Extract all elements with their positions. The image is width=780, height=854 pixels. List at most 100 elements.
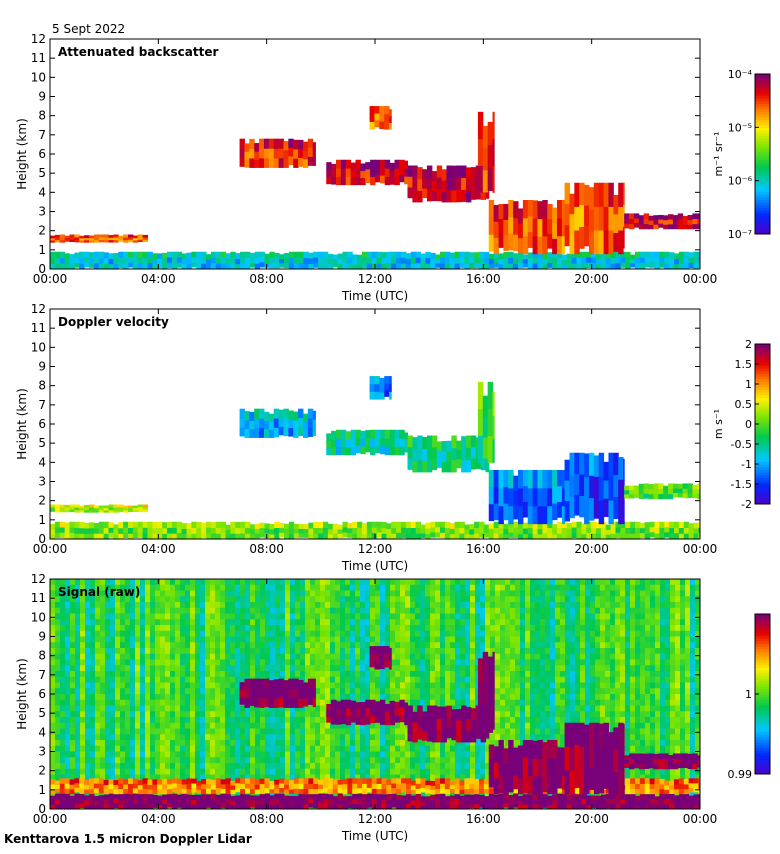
feature-mid-cloud: [326, 700, 408, 725]
y-tick-label: 10: [31, 340, 46, 354]
y-tick-label: 12: [31, 302, 46, 316]
y-axis-label: Height (km): [15, 658, 29, 729]
colorbar-tick-label: 1: [745, 688, 752, 701]
feature-high-cloud: [370, 646, 392, 670]
x-tick-label: 00:00: [33, 542, 68, 556]
y-tick-label: 2: [38, 224, 46, 238]
y-tick-label: 11: [31, 591, 46, 605]
panel-title: Attenuated backscatter: [58, 45, 218, 59]
panel-title: Doppler velocity: [58, 315, 169, 329]
y-axis-label: Height (km): [15, 118, 29, 189]
feature-cloud: [565, 453, 625, 524]
y-tick-label: 2: [38, 494, 46, 508]
date-label: 5 Sept 2022: [52, 22, 125, 36]
y-tick-label: 1: [38, 513, 46, 527]
feature-cloud-tower: [478, 112, 495, 193]
feature-low-cloud: [624, 753, 700, 769]
y-tick-label: 1: [38, 243, 46, 257]
x-tick-label: 12:00: [358, 812, 393, 826]
colorbar-tick-label: -1: [741, 458, 752, 471]
feature-descending-cloud: [489, 470, 565, 524]
feature-high-cloud: [370, 376, 392, 400]
x-tick-label: 08:00: [249, 542, 284, 556]
colorbar-tick-label: 10⁻⁵: [728, 121, 752, 134]
y-tick-label: 4: [38, 725, 46, 739]
feature-cloud-tower: [478, 652, 495, 733]
x-tick-label: 16:00: [466, 812, 501, 826]
y-tick-label: 12: [31, 32, 46, 46]
y-tick-label: 10: [31, 610, 46, 624]
x-tick-label: 20:00: [574, 542, 609, 556]
y-tick-label: 3: [38, 745, 46, 759]
y-tick-label: 4: [38, 455, 46, 469]
panel-title: Signal (raw): [58, 585, 140, 599]
x-tick-label: 04:00: [141, 812, 176, 826]
feature-mid-cloud: [408, 166, 490, 203]
y-tick-label: 6: [38, 417, 46, 431]
feature-mid-cloud: [240, 139, 316, 168]
y-tick-label: 7: [38, 668, 46, 682]
x-tick-label: 12:00: [358, 272, 393, 286]
x-axis-label: Time (UTC): [341, 289, 408, 303]
x-tick-label: 16:00: [466, 542, 501, 556]
colorbar-tick-label: -0.5: [731, 438, 752, 451]
x-tick-label: 04:00: [141, 542, 176, 556]
colorbar-1: 10⁻⁷10⁻⁶10⁻⁵10⁻⁴m⁻¹ sr⁻¹: [712, 68, 770, 241]
x-tick-label: 20:00: [574, 812, 609, 826]
feature-mid-cloud: [240, 679, 316, 708]
feature-mid-cloud: [326, 160, 408, 185]
feature-low-cloud: [624, 483, 700, 499]
y-tick-label: 9: [38, 360, 46, 374]
feature-mid-cloud: [326, 430, 408, 455]
y-tick-label: 1: [38, 783, 46, 797]
colorbar-tick-label: 2: [745, 338, 752, 351]
feature-descending-cloud: [489, 740, 565, 794]
y-tick-label: 6: [38, 687, 46, 701]
y-tick-label: 8: [38, 379, 46, 393]
y-tick-label: 2: [38, 764, 46, 778]
y-tick-label: 9: [38, 90, 46, 104]
panel-1-data: [50, 106, 701, 269]
y-tick-label: 3: [38, 475, 46, 489]
feature-cloud-tower: [478, 382, 495, 463]
feature-cloud: [565, 723, 625, 794]
colorbar-tick-label: 1: [745, 378, 752, 391]
colorbar-tick-label: -2: [741, 498, 752, 511]
instrument-label: Kenttarova 1.5 micron Doppler Lidar: [4, 832, 252, 846]
y-tick-label: 5: [38, 436, 46, 450]
colorbar-3: 0.99 1: [728, 614, 771, 781]
y-tick-label: 7: [38, 128, 46, 142]
colorbar-tick-label: 0: [745, 418, 752, 431]
colorbar-unit-label: m s⁻¹: [712, 409, 725, 439]
x-tick-label: 16:00: [466, 272, 501, 286]
x-tick-label: 08:00: [249, 272, 284, 286]
colorbar-2: -2-1.5-1-0.500.511.52m s⁻¹: [712, 338, 770, 511]
panel-3-data: [50, 579, 701, 810]
y-tick-label: 5: [38, 166, 46, 180]
x-tick-label: 00:00: [683, 542, 718, 556]
x-axis-label: Time (UTC): [341, 829, 408, 843]
colorbar-unit-label: m⁻¹ sr⁻¹: [712, 132, 725, 177]
colorbar-tick-label: 1.5: [735, 358, 753, 371]
feature-descending-cloud: [489, 200, 565, 254]
colorbar-tick-label: 10⁻⁶: [728, 175, 753, 188]
feature-mid-cloud: [240, 409, 316, 438]
colorbar-tick-label: 0.99: [728, 768, 753, 781]
y-tick-label: 3: [38, 205, 46, 219]
x-axis-label: Time (UTC): [341, 559, 408, 573]
y-tick-label: 9: [38, 630, 46, 644]
y-tick-label: 7: [38, 398, 46, 412]
feature-high-cloud: [370, 106, 392, 130]
y-tick-label: 6: [38, 147, 46, 161]
feature-low-cloud: [50, 235, 148, 243]
y-tick-label: 8: [38, 109, 46, 123]
x-tick-label: 08:00: [249, 812, 284, 826]
x-tick-label: 12:00: [358, 542, 393, 556]
x-tick-label: 00:00: [683, 812, 718, 826]
